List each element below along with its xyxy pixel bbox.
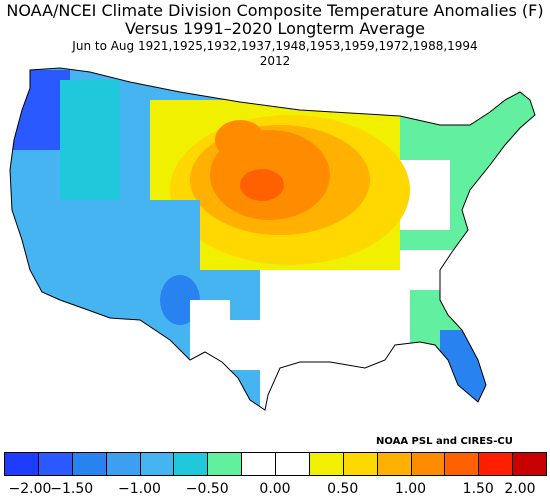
- legend-tick-label: −2.00: [8, 481, 52, 497]
- legend-swatch: [478, 452, 514, 476]
- map-subtitle: Versus 1991–2020 Longterm Average: [124, 19, 426, 38]
- legend-tick-label: 0.50: [327, 481, 359, 497]
- legend-swatch: [207, 452, 243, 476]
- legend-tick-label: −0.50: [185, 481, 229, 497]
- legend-swatch: [512, 452, 547, 476]
- color-scale-legend: [4, 452, 547, 476]
- legend-swatch: [71, 452, 107, 476]
- legend-swatch: [139, 452, 175, 476]
- legend-swatch: [308, 452, 344, 476]
- legend-swatch: [275, 452, 310, 476]
- map-title: NOAA/NCEI Climate Division Composite Tem…: [6, 1, 544, 20]
- legend-swatch: [105, 452, 141, 476]
- legend-swatch: [444, 452, 480, 476]
- legend-tick-label: 1.00: [394, 481, 427, 497]
- legend-swatch: [410, 452, 446, 476]
- legend-tick-label: 1.50: [462, 481, 494, 497]
- legend-swatch: [37, 452, 73, 476]
- current-year: 2012: [259, 54, 291, 68]
- anomaly-field: [10, 68, 535, 410]
- legend-swatch: [173, 452, 209, 476]
- legend-swatch: [241, 452, 276, 476]
- legend-swatch: [4, 452, 39, 476]
- composite-years: Jun to Aug 1921,1925,1932,1937,1948,1953…: [72, 39, 478, 53]
- data-credit: NOAA PSL and CIRES-CU: [376, 436, 513, 447]
- legend-swatch: [342, 452, 378, 476]
- legend-tick-label: −1.50: [50, 481, 94, 497]
- legend-swatch: [376, 452, 412, 476]
- legend-tick-label: −1.00: [118, 481, 161, 497]
- legend-tick-label: 0.00: [259, 481, 291, 497]
- legend-tick-label: 2.00: [504, 481, 536, 497]
